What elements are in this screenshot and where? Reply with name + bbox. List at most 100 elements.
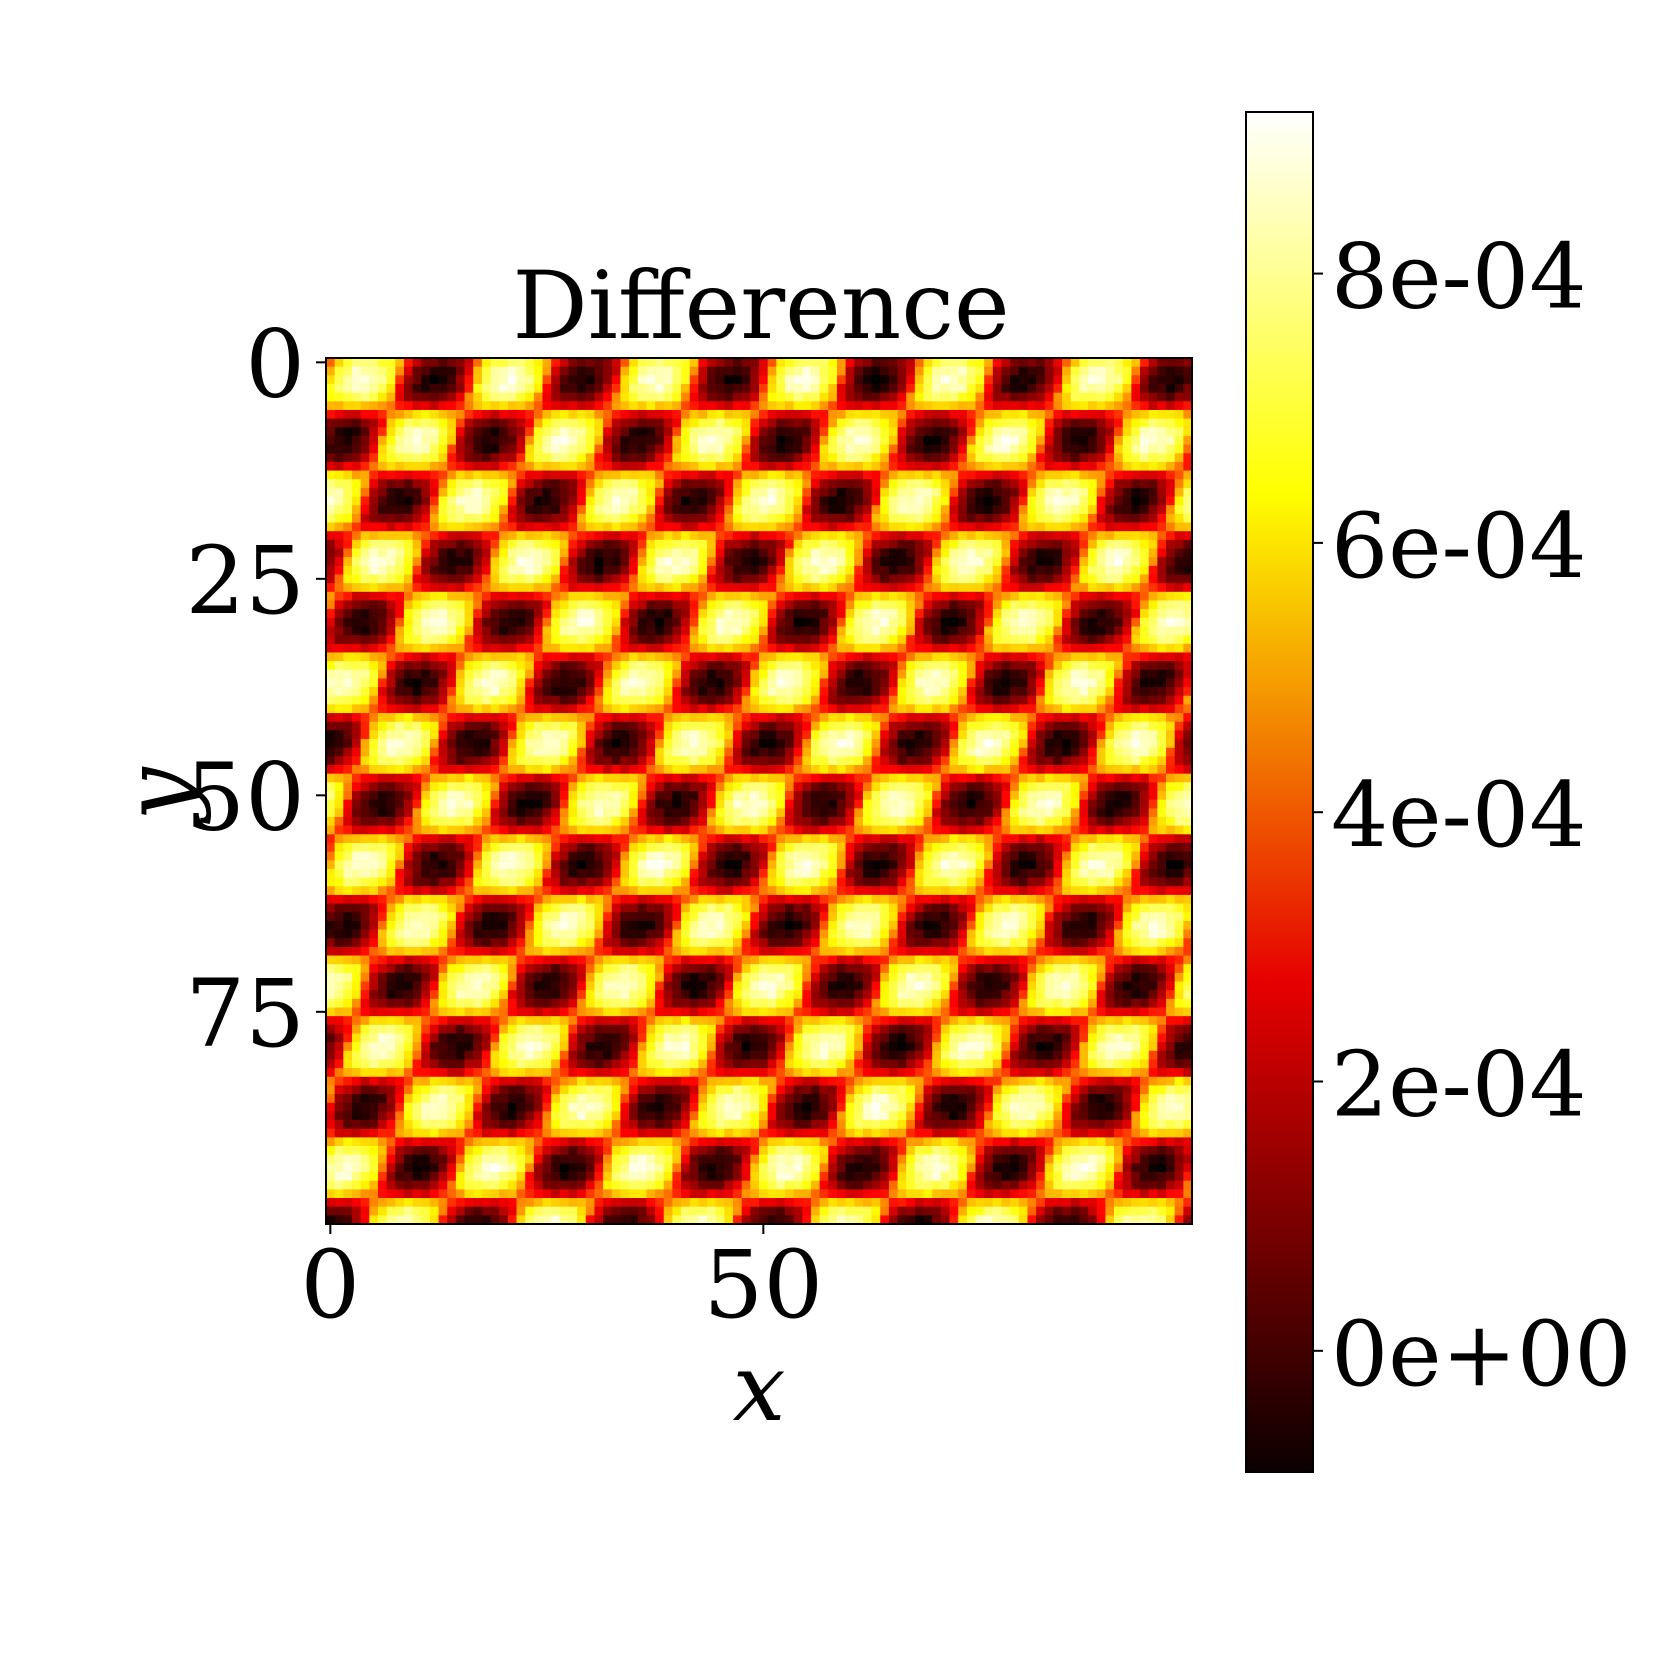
heatmap-cell (1157, 773, 1167, 783)
heatmap-cell (1088, 470, 1098, 480)
heatmap-cell (802, 375, 812, 385)
heatmap-cell (715, 487, 725, 497)
heatmap-cell (516, 773, 526, 783)
heatmap-cell (1140, 756, 1150, 766)
heatmap-cell (1062, 513, 1072, 523)
heatmap-cell (707, 565, 717, 575)
heatmap-cell (533, 548, 543, 558)
heatmap-cell (1018, 427, 1028, 437)
heatmap-cell (369, 773, 379, 783)
heatmap-cell (629, 505, 639, 515)
heatmap-cell (1053, 470, 1063, 480)
heatmap-cell (620, 401, 630, 411)
heatmap-cell (1174, 444, 1184, 454)
heatmap-cell (707, 721, 717, 731)
heatmap-cell (326, 574, 336, 584)
heatmap-cell (836, 609, 846, 619)
heatmap-cell (1053, 366, 1063, 376)
heatmap-cell (360, 539, 370, 549)
heatmap-cell (473, 626, 483, 636)
heatmap-cell (1096, 418, 1106, 428)
heatmap-cell (403, 444, 413, 454)
heatmap-cell (741, 487, 751, 497)
heatmap-cell (914, 453, 924, 463)
heatmap-cell (1070, 513, 1080, 523)
heatmap-cell (577, 505, 587, 515)
heatmap-cell (707, 453, 717, 463)
heatmap-cell (386, 669, 396, 679)
heatmap-cell (611, 730, 621, 740)
heatmap-cell (689, 375, 699, 385)
heatmap-cell (473, 635, 483, 645)
heatmap-cell (1044, 539, 1054, 549)
heatmap-cell (802, 730, 812, 740)
heatmap-cell (784, 565, 795, 575)
heatmap-cell (1088, 383, 1098, 394)
heatmap-cell (958, 747, 968, 757)
heatmap-cell (1148, 487, 1158, 497)
heatmap-cell (594, 435, 604, 445)
heatmap-cell (1114, 669, 1124, 679)
heatmap-cell (1183, 522, 1193, 532)
heatmap-cell (836, 557, 846, 567)
heatmap-cell (1018, 773, 1028, 783)
heatmap-cell (975, 531, 985, 541)
heatmap-cell (377, 609, 388, 619)
heatmap-cell (707, 487, 717, 497)
heatmap-cell (1079, 418, 1089, 428)
heatmap-cell (1070, 531, 1080, 541)
heatmap-cell (481, 470, 491, 480)
heatmap-cell (525, 531, 535, 541)
heatmap-cell (464, 600, 474, 610)
heatmap-cell (784, 539, 795, 549)
heatmap-cell (412, 496, 422, 506)
heatmap-cell (854, 704, 864, 714)
heatmap-cell (629, 626, 639, 636)
heatmap-cell (871, 574, 881, 584)
heatmap-cell (1027, 539, 1037, 549)
heatmap-cell (914, 773, 924, 783)
heatmap-cell (1148, 375, 1158, 385)
heatmap-cell (1131, 557, 1141, 567)
heatmap-cell (802, 401, 812, 411)
heatmap-cell (326, 739, 336, 749)
heatmap-cell (1053, 487, 1063, 497)
heatmap-cell (525, 513, 535, 523)
heatmap-cell (438, 487, 448, 497)
heatmap-cell (360, 574, 370, 584)
heatmap-cell (1157, 704, 1167, 714)
heatmap-cell (507, 756, 517, 766)
heatmap-cell (438, 756, 448, 766)
heatmap-cell (481, 739, 491, 749)
heatmap-cell (377, 479, 388, 489)
heatmap-cell (733, 461, 743, 471)
heatmap-cell (1114, 617, 1124, 627)
heatmap-cell (966, 609, 976, 619)
heatmap-cell (481, 401, 491, 411)
heatmap-cell (611, 721, 621, 731)
heatmap-cell (585, 678, 595, 688)
heatmap-cell (585, 392, 595, 402)
heatmap-cell (1096, 470, 1106, 480)
heatmap-cell (862, 643, 872, 653)
heatmap-cell (819, 687, 829, 697)
heatmap-cell (880, 643, 890, 653)
heatmap-cell (966, 487, 976, 497)
heatmap-cell (862, 739, 872, 749)
heatmap-cell (360, 375, 370, 385)
heatmap-cell (447, 453, 457, 463)
heatmap-cell (784, 765, 795, 775)
heatmap-cell (724, 557, 734, 567)
heatmap-cell (949, 600, 959, 610)
heatmap-cell (888, 747, 898, 757)
heatmap-cell (455, 522, 465, 532)
heatmap-cell (1114, 375, 1124, 385)
heatmap-cell (516, 756, 526, 766)
heatmap-cell (681, 773, 691, 783)
heatmap-cell (507, 531, 517, 541)
heatmap-cell (1053, 453, 1063, 463)
heatmap-cell (343, 470, 353, 480)
heatmap-cell (681, 661, 691, 671)
heatmap-cell (655, 522, 665, 532)
heatmap-cell (1105, 358, 1115, 368)
